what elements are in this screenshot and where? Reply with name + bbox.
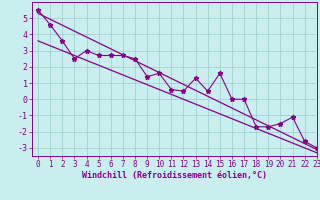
X-axis label: Windchill (Refroidissement éolien,°C): Windchill (Refroidissement éolien,°C) xyxy=(82,171,267,180)
